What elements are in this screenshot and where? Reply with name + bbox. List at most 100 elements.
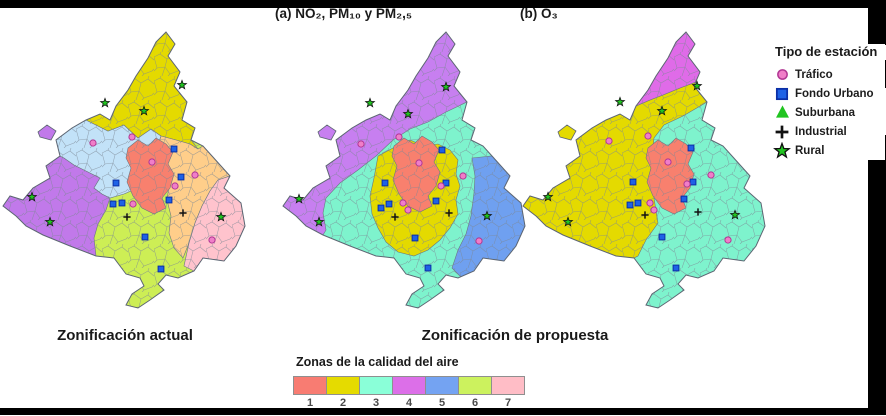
station-trafico-marker <box>650 206 658 214</box>
station-fondo-marker <box>411 234 419 242</box>
zone-swatch-4 <box>392 376 426 395</box>
station-trafico-marker <box>399 199 407 207</box>
zone-swatch-6 <box>458 376 492 395</box>
station-legend-title: Tipo de estación <box>775 44 878 59</box>
station-fondo-marker <box>112 179 120 187</box>
station-trafico-marker <box>171 182 179 190</box>
station-trafico-marker <box>605 137 613 145</box>
station-trafico-marker <box>646 199 654 207</box>
zone-number: 6 <box>471 397 479 409</box>
zone-legend-swatches <box>293 376 525 395</box>
station-fondo-marker <box>432 197 440 205</box>
station-fondo-marker <box>689 178 697 186</box>
station-trafico-marker <box>459 172 467 180</box>
zone-swatch-7 <box>491 376 525 395</box>
legend-label-trafico: Tráfico <box>795 68 833 81</box>
zone-swatch-5 <box>425 376 459 395</box>
station-trafico-marker <box>404 206 412 214</box>
station-trafico-marker <box>724 236 732 244</box>
right-black-strip-bottom <box>868 135 886 408</box>
exclave <box>37 124 57 141</box>
station-fondo-marker <box>109 200 117 208</box>
station-trafico-marker <box>191 171 199 179</box>
zone-swatch-3 <box>359 376 393 395</box>
rural-legend-icon <box>773 142 791 160</box>
legend-item-trafico: Tráfico <box>773 65 885 84</box>
legend-label-fondo-urbano: Fondo Urbano <box>795 87 874 100</box>
station-trafico-marker <box>128 133 136 141</box>
top-black-bar <box>0 0 886 8</box>
station-trafico-marker <box>475 237 483 245</box>
map-propuesta-no2-pm <box>282 31 526 309</box>
station-fondo-marker <box>687 144 695 152</box>
zone-swatch-2 <box>326 376 360 395</box>
station-trafico-marker <box>148 158 156 166</box>
zones-actual <box>3 32 245 308</box>
station-fondo-marker <box>165 196 173 204</box>
legend-label-rural: Rural <box>795 144 825 157</box>
station-trafico-marker <box>664 158 672 166</box>
legend-label-suburbana: Suburbana <box>795 106 856 119</box>
station-trafico-marker <box>644 132 652 140</box>
station-fondo-marker <box>438 146 446 154</box>
station-fondo-marker <box>680 195 688 203</box>
station-rural-marker <box>615 97 625 107</box>
panel-a-title: (a) NO₂, PM₁₀ y PM₂,₅ <box>275 6 413 21</box>
zone-number: 1 <box>306 397 314 409</box>
suburbana-legend-icon <box>773 104 791 122</box>
zone-swatch-1 <box>293 376 327 395</box>
map-zonificacion-actual <box>2 31 246 309</box>
station-fondo-marker <box>629 178 637 186</box>
legend-item-suburbana: Suburbana <box>773 103 885 122</box>
station-rural-marker <box>100 98 110 108</box>
station-fondo-marker <box>141 233 149 241</box>
zone-number: 3 <box>372 397 380 409</box>
station-fondo-marker <box>157 265 165 273</box>
industrial-legend-icon <box>773 123 791 141</box>
legend-item-fondo-urbano: Fondo Urbano <box>773 84 885 103</box>
zone-number: 4 <box>405 397 413 409</box>
panel-b-title: (b) O₃ <box>520 6 558 21</box>
station-trafico-marker <box>395 133 403 141</box>
zones-no2 <box>283 32 525 308</box>
station-trafico-marker <box>208 236 216 244</box>
station-trafico-marker <box>707 171 715 179</box>
station-rural-marker <box>177 80 187 90</box>
station-fondo-marker <box>626 201 634 209</box>
station-trafico-marker <box>89 139 97 147</box>
trafico-legend-icon <box>773 66 791 84</box>
zone-legend-title: Zonas de la calidad del aire <box>296 355 459 369</box>
legend-item-industrial: Industrial <box>773 122 885 141</box>
zone-number: 7 <box>504 397 512 409</box>
bottom-black-bar <box>0 408 886 415</box>
station-fondo-marker <box>385 200 393 208</box>
station-trafico-marker <box>357 140 365 148</box>
station-rural-marker <box>365 98 375 108</box>
right-black-strip-top <box>868 8 886 45</box>
fondo-urbano-legend-icon <box>773 85 791 103</box>
exclave <box>557 124 577 141</box>
exclave <box>317 124 337 141</box>
station-fondo-marker <box>177 173 185 181</box>
station-fondo-marker <box>672 264 680 272</box>
map-propuesta-o3 <box>522 31 766 309</box>
station-fondo-marker <box>634 199 642 207</box>
station-fondo-marker <box>377 204 385 212</box>
caption-zonificacion-actual: Zonificación actual <box>57 327 193 344</box>
legend-label-industrial: Industrial <box>795 125 847 138</box>
station-trafico-marker <box>129 200 137 208</box>
station-trafico-marker <box>683 180 691 188</box>
zone-number: 2 <box>339 397 347 409</box>
zone-legend-numbers: 1 2 3 4 5 6 7 <box>294 397 525 409</box>
station-fondo-marker <box>118 199 126 207</box>
station-fondo-marker <box>170 145 178 153</box>
caption-zonificacion-propuesta: Zonificación de propuesta <box>421 327 609 344</box>
station-trafico-marker <box>415 159 423 167</box>
zone-number: 5 <box>438 397 446 409</box>
station-fondo-marker <box>424 264 432 272</box>
station-fondo-marker <box>658 233 666 241</box>
legend-item-rural: Rural <box>773 141 885 160</box>
station-trafico-marker <box>437 182 445 190</box>
zones-o3 <box>523 32 765 308</box>
